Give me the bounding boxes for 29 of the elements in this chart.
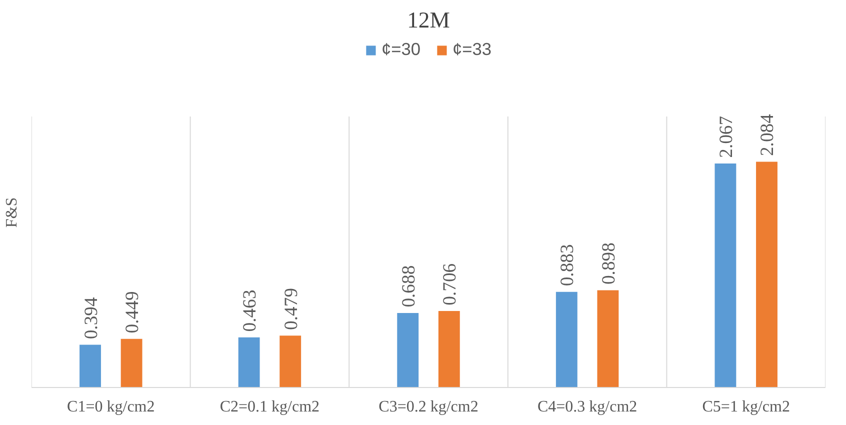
- data-label: 2.067: [716, 116, 737, 158]
- x-tick-label: C4=0.3 kg/cm2: [537, 398, 638, 416]
- data-label: 0.479: [280, 288, 302, 330]
- legend-label: ¢=30: [381, 39, 420, 60]
- data-label: 0.394: [80, 296, 102, 340]
- bar: [280, 336, 302, 388]
- x-tick-label: C1=0 kg/cm2: [67, 398, 155, 416]
- data-label: 0.688: [398, 265, 420, 308]
- legend-label: ¢=33: [452, 39, 492, 60]
- bar: [756, 162, 778, 388]
- chart-title: 12M: [407, 8, 450, 32]
- x-tick-label: C2=0.1 kg/cm2: [220, 398, 320, 416]
- bar: [120, 338, 142, 388]
- bar: [238, 337, 260, 388]
- data-label: 0.883: [557, 244, 578, 286]
- bar: [438, 311, 460, 388]
- data-label: 0.706: [440, 263, 461, 306]
- data-label: 0.898: [598, 242, 620, 285]
- y-axis-title: F&S: [4, 197, 20, 228]
- data-label: 2.084: [757, 113, 778, 156]
- bar: [556, 292, 578, 388]
- data-label: 0.449: [122, 291, 144, 334]
- bar: [714, 164, 736, 388]
- bar: [597, 290, 619, 388]
- x-tick-label: C3=0.2 kg/cm2: [378, 398, 478, 416]
- x-tick-label: C5=1 kg/cm2: [702, 398, 790, 416]
- bar: [80, 344, 101, 388]
- data-label: 0.463: [240, 290, 261, 332]
- bar: [397, 312, 419, 388]
